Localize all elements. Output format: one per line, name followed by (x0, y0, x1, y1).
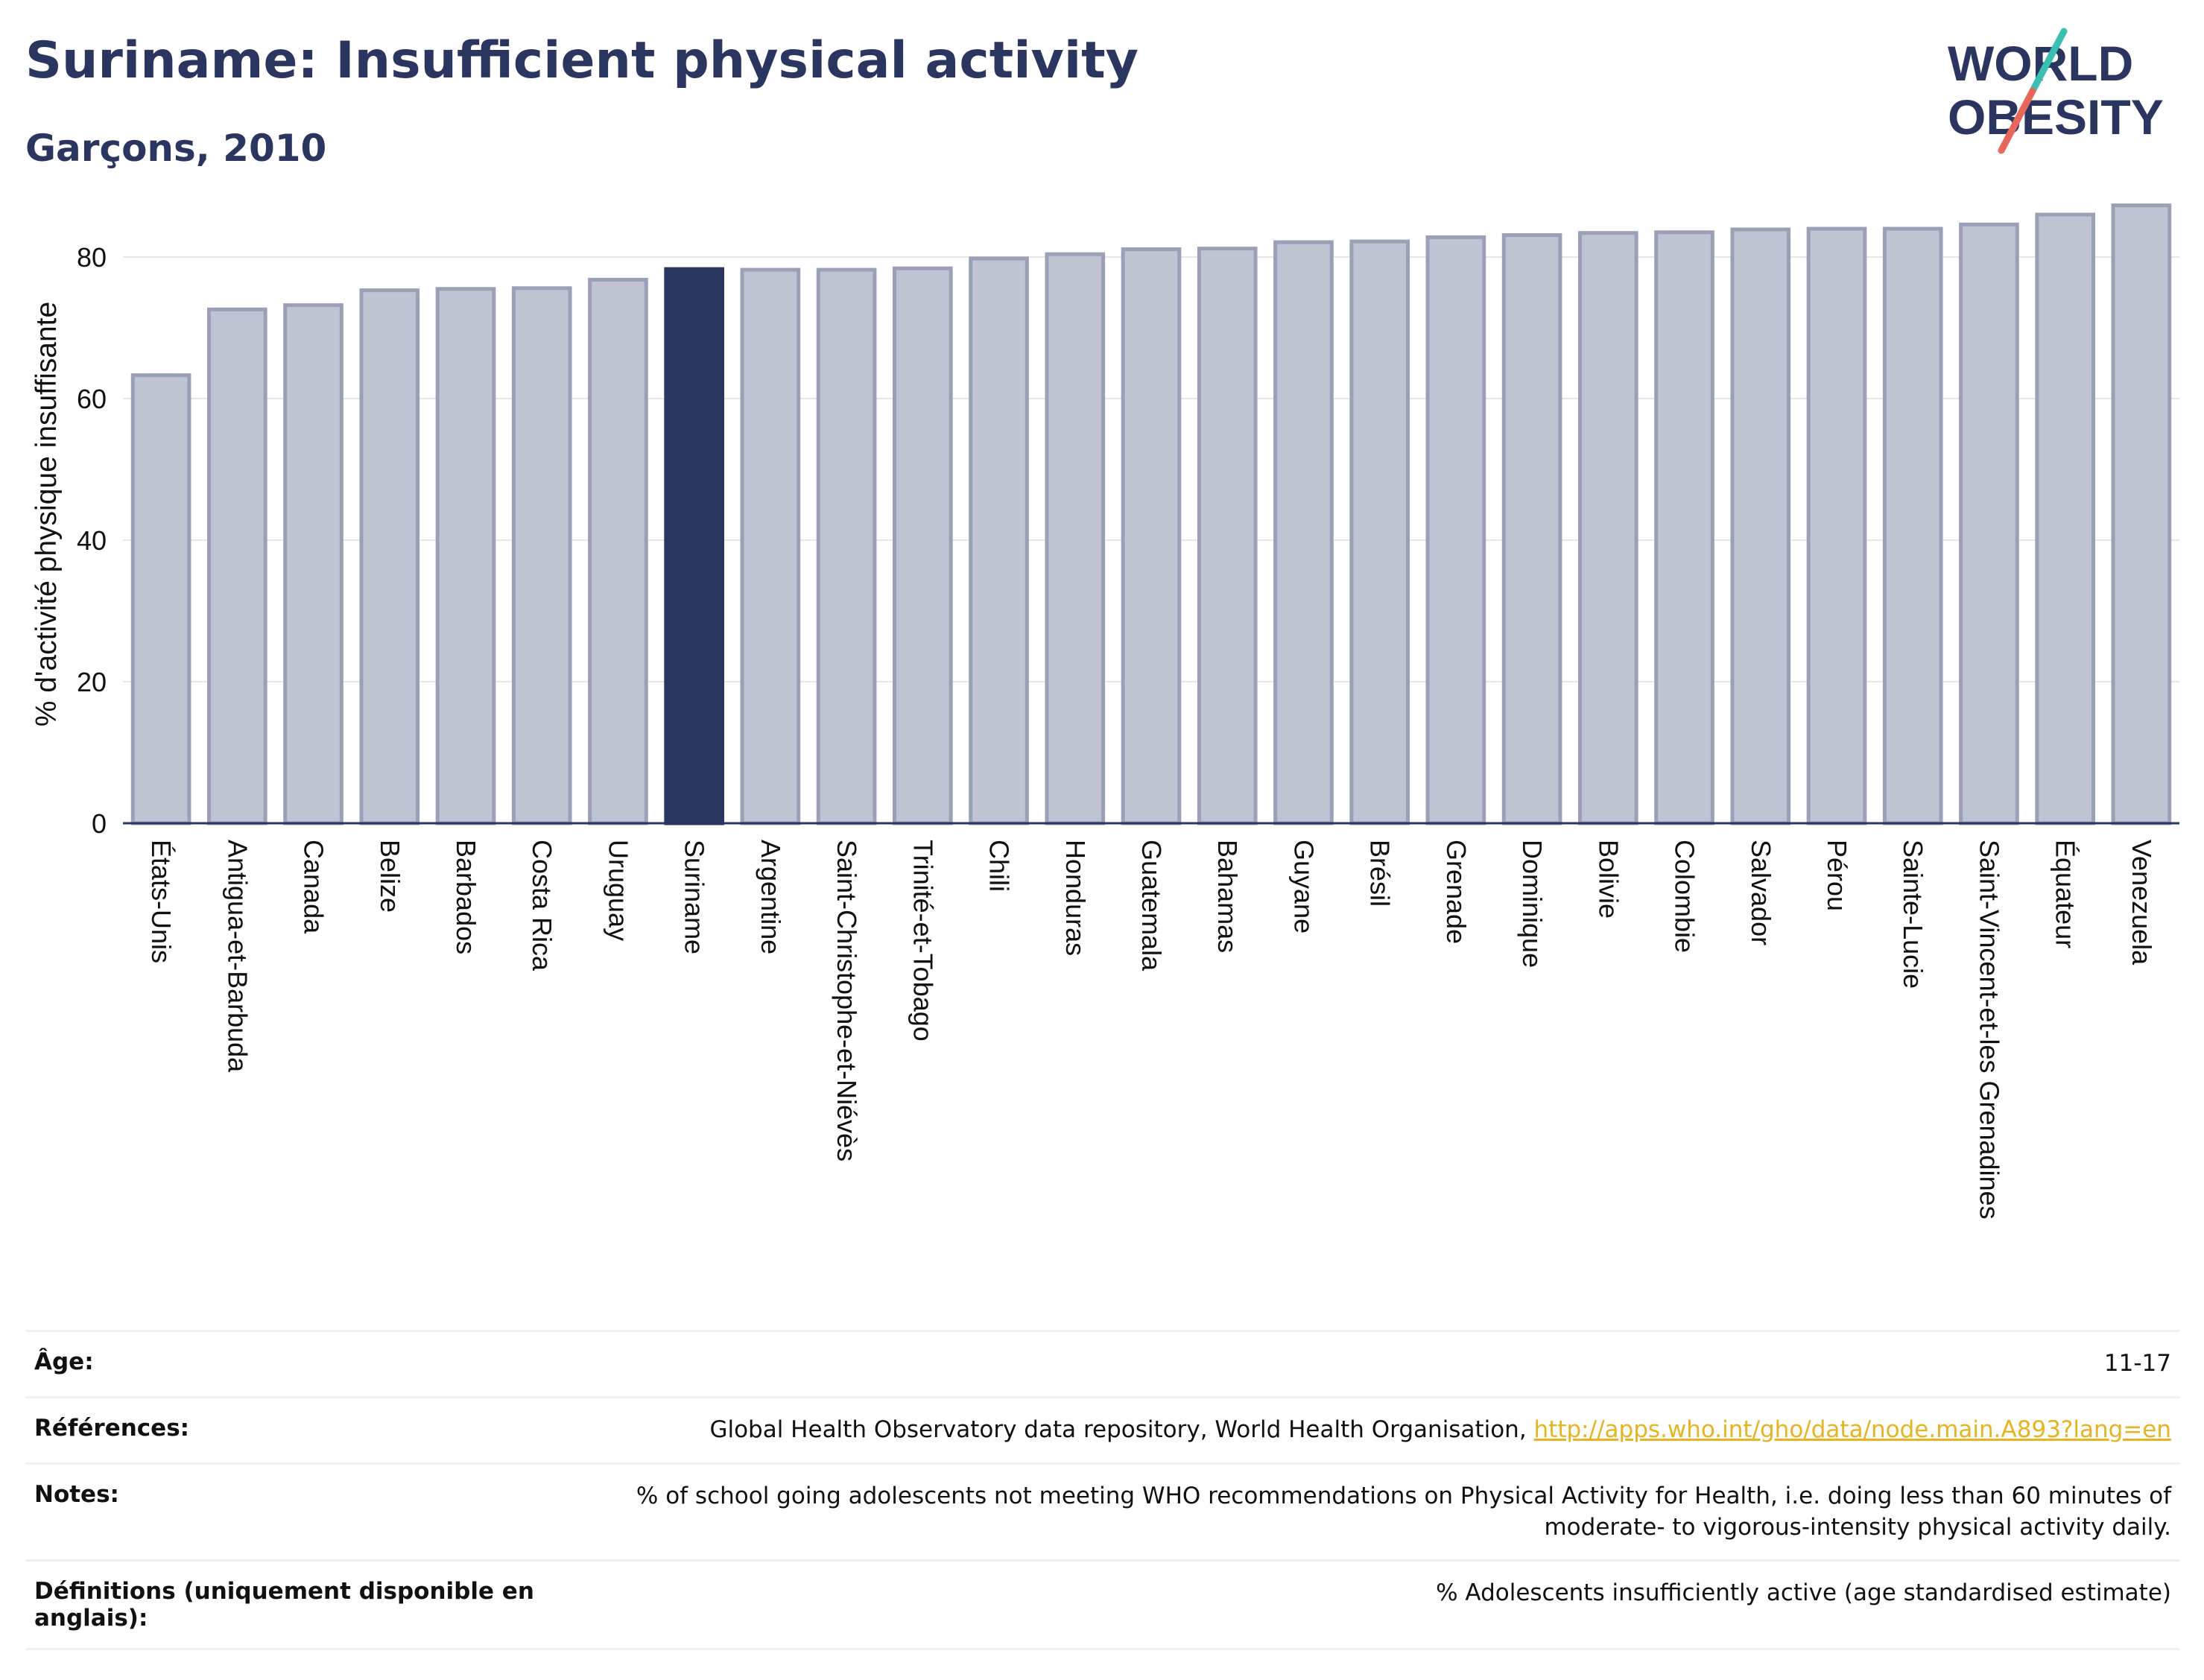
x-tick-label: Chili (984, 840, 1015, 892)
bar-4 (435, 287, 496, 825)
y-tick-label: 20 (77, 667, 107, 697)
y-tick-labels: 0 20 40 60 80 (77, 242, 107, 839)
bar-8 (740, 267, 801, 825)
x-tick-label: Guatemala (1136, 840, 1167, 971)
references-value: Global Health Observatory data repositor… (541, 1415, 2171, 1446)
x-tick-label: Colombie (1670, 840, 1700, 953)
x-tick-label: Dominique (1517, 840, 1548, 968)
references-label: Références: (34, 1414, 190, 1442)
bar-19 (1578, 231, 1638, 825)
chart-title: Suriname: Insufficient physical activity (25, 31, 1139, 90)
x-tick-label: Sainte-Lucie (1898, 840, 1928, 989)
x-tick-label: Venezuela (2127, 840, 2157, 966)
x-tick-label: Salvador (1746, 840, 1776, 945)
notes-line1: % of school going adolescents not meetin… (636, 1482, 2171, 1509)
x-tick-label: Équateur (2051, 840, 2081, 948)
bar-18 (1501, 233, 1562, 825)
x-tick-label: Bolivie (1593, 840, 1624, 919)
bar-3 (359, 288, 420, 825)
bar-11 (969, 256, 1029, 825)
x-tick-label: Uruguay (603, 840, 633, 941)
references-text: Global Health Observatory data repositor… (709, 1416, 1534, 1443)
bars (130, 203, 2172, 825)
logo-slash-coral (1998, 87, 2036, 154)
x-tick-label: Argentine (756, 840, 786, 954)
x-tick-label: Honduras (1060, 840, 1091, 956)
x-tick-label: Brésil (1365, 840, 1396, 907)
notes-value: % of school going adolescents not meetin… (541, 1481, 2171, 1544)
y-axis-label: % d'activité physique insuffisante (31, 302, 63, 726)
bar-0 (130, 373, 191, 825)
bar-20 (1654, 230, 1714, 825)
definitions-label-line1: Définitions (uniquement disponible en (34, 1578, 534, 1605)
bar-14 (1197, 247, 1258, 825)
x-tick-label: Costa Rica (527, 840, 557, 971)
logo-line2: OBESITY (1948, 89, 2164, 145)
notes-label: Notes: (34, 1480, 119, 1508)
definitions-label-line2: anglais): (34, 1605, 148, 1632)
bar-6 (588, 277, 648, 825)
bar-1 (207, 307, 267, 825)
bar-5 (511, 286, 572, 825)
definitions-label: Définitions (uniquement disponible en ang… (34, 1578, 541, 1632)
references-link[interactable]: http://apps.who.int/gho/data/node.main.A… (1533, 1416, 2171, 1443)
x-tick-label: États-Unis (146, 840, 177, 963)
age-value: 11-17 (2103, 1350, 2171, 1377)
bar-17 (1425, 235, 1486, 825)
x-tick-label: Guyane (1288, 840, 1319, 933)
y-tick-label: 0 (92, 808, 107, 839)
bar-2 (283, 303, 343, 825)
world-obesity-logo: WORLD OBESITY (1948, 28, 2164, 154)
age-label: Âge: (34, 1348, 94, 1375)
x-tick-label: Pérou (1822, 840, 1852, 911)
bar-23 (1882, 226, 1943, 825)
bar-13 (1121, 247, 1182, 825)
bar-16 (1349, 239, 1410, 825)
bar-9 (816, 267, 877, 825)
y-tick-label: 60 (77, 384, 107, 414)
bar-25 (2035, 212, 2095, 825)
bar-12 (1045, 252, 1106, 825)
bar-24 (1959, 222, 2019, 825)
x-tick-label: Antigua-et-Barbuda (222, 840, 253, 1073)
bar-15 (1273, 240, 1334, 825)
x-tick-label: Bahamas (1212, 840, 1243, 953)
chart-subtitle: Garçons, 2010 (25, 127, 327, 170)
info-row-notes: Notes: % of school going adolescents not… (25, 1462, 2180, 1560)
y-tick-label: 40 (77, 525, 107, 556)
y-tick-label: 80 (77, 242, 107, 273)
x-tick-label: Canada (299, 840, 329, 934)
logo-slash-teal (2029, 28, 2068, 95)
notes-line2: moderate- to vigorous-intensity physical… (1544, 1513, 2171, 1541)
info-table: Âge: 11-17 Références: Global Health Obs… (25, 1330, 2180, 1651)
bar-chart: 0 20 40 60 80 États-Unis Antigua-et-Barbuda Ca… (31, 203, 2179, 1220)
bar-26 (2111, 203, 2172, 825)
x-tick-label: Barbados (451, 840, 481, 954)
definitions-value: % Adolescents insufficiently active (age… (1436, 1579, 2171, 1607)
x-tick-labels: États-Unis Antigua-et-Barbuda Canada Belize… (146, 840, 2157, 1220)
bar-10 (893, 266, 953, 825)
bar-21 (1730, 227, 1791, 825)
info-row-age: Âge: 11-17 (25, 1330, 2180, 1396)
x-tick-label: Belize (375, 840, 405, 913)
x-tick-label: Grenade (1441, 840, 1472, 944)
info-row-definitions: Définitions (uniquement disponible en ang… (25, 1559, 2180, 1651)
x-tick-label: Suriname (680, 840, 710, 954)
x-tick-label: Trinité-et-Tobago (908, 840, 938, 1042)
x-tick-label: Saint-Christophe-et-Niévès (832, 840, 862, 1161)
info-row-references: Références: Global Health Observatory da… (25, 1395, 2180, 1462)
x-tick-label: Saint-Vincent-et-les Grenadines (1974, 840, 2004, 1220)
bar-7 (664, 267, 724, 825)
bar-22 (1806, 226, 1867, 825)
